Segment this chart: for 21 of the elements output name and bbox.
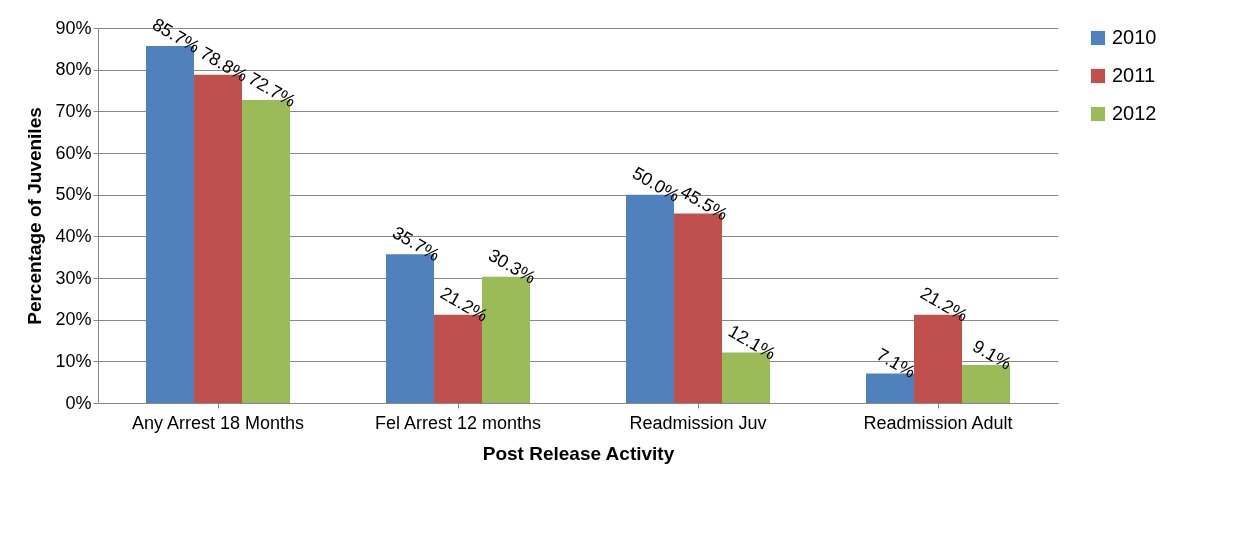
legend-label: 2012: [1112, 102, 1157, 124]
x-tick-label: Any Arrest 18 Months: [131, 412, 305, 433]
data-label: 9.1%: [969, 335, 1015, 374]
y-tick-label: 90%: [55, 17, 92, 38]
y-axis-title: Percentage of Juveniles: [24, 107, 46, 325]
y-tick-label: 70%: [55, 100, 92, 121]
x-tick-label: Readmission Adult: [863, 412, 1013, 433]
y-tick-label: 60%: [55, 142, 92, 163]
y-tick-label: 40%: [55, 225, 92, 246]
y-tick-label: 30%: [55, 267, 92, 288]
x-tick-label: Fel Arrest 12 months: [374, 412, 542, 433]
x-axis-title: Post Release Activity: [482, 442, 675, 464]
legend-label: 2011: [1112, 64, 1156, 86]
y-tick-label: 50%: [55, 184, 92, 205]
y-tick-label: 10%: [55, 350, 92, 371]
y-tick-label: 20%: [55, 309, 92, 330]
y-tick-label: 80%: [55, 59, 92, 80]
x-tick-label: Readmission Juv: [629, 412, 767, 433]
y-tick-label: 0%: [65, 392, 92, 413]
data-label: 7.1%: [873, 344, 919, 382]
legend-label: 2010: [1112, 26, 1157, 48]
